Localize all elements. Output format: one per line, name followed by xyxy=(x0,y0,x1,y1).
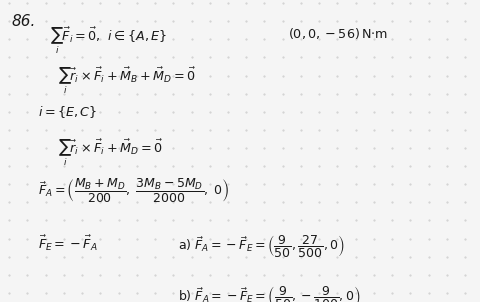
Text: $\vec{F}_E = -\vec{F}_A$: $\vec{F}_E = -\vec{F}_A$ xyxy=(38,233,98,252)
Text: a) $\vec{F}_A = -\vec{F}_E = \left(\dfrac{9}{50},\dfrac{27}{500},0\right)$: a) $\vec{F}_A = -\vec{F}_E = \left(\dfra… xyxy=(178,233,345,259)
Text: $\vec{F}_A = \left(\dfrac{M_B+M_D}{200},\;\dfrac{3M_B-5M_D}{2000},\;0\right)$: $\vec{F}_A = \left(\dfrac{M_B+M_D}{200},… xyxy=(38,177,229,205)
Text: b) $\vec{F}_A = -\vec{F}_E = \left(\dfrac{9}{50},-\dfrac{9}{100},0\right)$: b) $\vec{F}_A = -\vec{F}_E = \left(\dfra… xyxy=(178,284,360,302)
Text: 86.: 86. xyxy=(12,14,36,29)
Text: $(0,0,-56)\,\mathrm{N{\cdot}m}$: $(0,0,-56)\,\mathrm{N{\cdot}m}$ xyxy=(288,26,388,41)
Text: $\sum_i\vec{r}_i \times \vec{F}_i + \vec{M}_B + \vec{M}_D = \vec{0}$: $\sum_i\vec{r}_i \times \vec{F}_i + \vec… xyxy=(58,65,196,96)
Text: $i = \{E, C\}$: $i = \{E, C\}$ xyxy=(38,104,98,120)
Text: $\sum_i\vec{r}_i \times \vec{F}_i + \vec{M}_D = \vec{0}$: $\sum_i\vec{r}_i \times \vec{F}_i + \vec… xyxy=(58,137,163,168)
Text: $\sum_i\vec{F}_i = \vec{0}$,  $i \in \{A, E\}$: $\sum_i\vec{F}_i = \vec{0}$, $i \in \{A,… xyxy=(50,26,168,56)
